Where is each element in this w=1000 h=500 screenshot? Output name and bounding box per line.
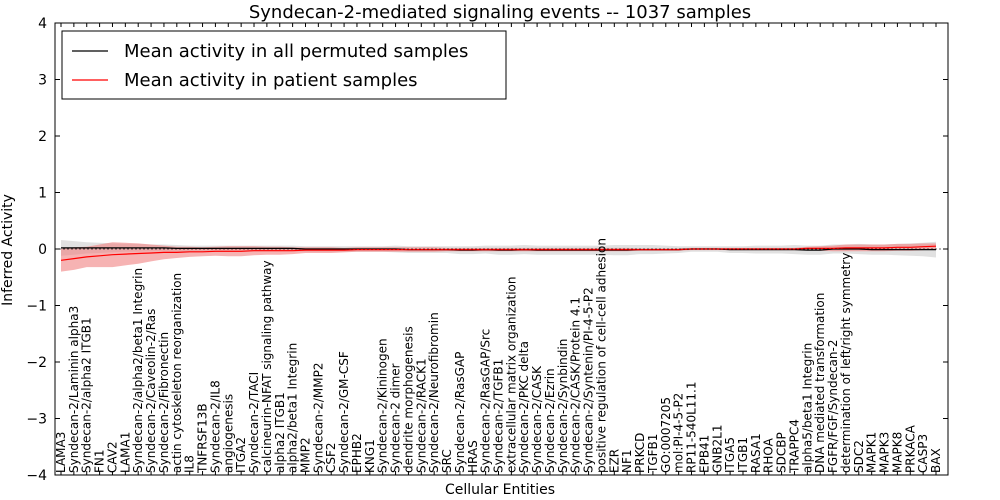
legend-box	[61, 30, 507, 100]
legend: Mean activity in all permuted samples Me…	[61, 30, 507, 100]
x-tick-label: KNG1	[363, 439, 377, 473]
y-tick-label: 1	[38, 186, 47, 202]
y-tick-label: −1	[26, 299, 47, 315]
x-tick-label: FN1	[93, 449, 107, 473]
x-tick-label: Syndecan-2/Ezrin	[543, 368, 557, 473]
y-tick-label: −4	[26, 468, 47, 484]
x-tick-label: LAMA1	[118, 432, 132, 473]
x-tick-label: Syndecan-2/GM-CSF	[337, 351, 351, 473]
x-tick-label: EZR	[607, 449, 621, 473]
x-tick-label: Syndecan-2/CASK/Protein 4.1	[569, 297, 583, 473]
x-tick-label: alpha2/beta1 Integrin	[286, 343, 300, 473]
x-tick-label: alpha2 ITGB1	[273, 392, 287, 473]
x-tick-label: TGFB1	[646, 434, 660, 474]
x-tick-label: SRC	[440, 449, 454, 473]
y-axis-label: Inferred Activity	[0, 194, 16, 306]
x-tick-label: NF1	[620, 449, 634, 473]
x-tick-label: Syndecan-2/Synbindin	[556, 339, 570, 473]
x-tick-label: Syndecan-2/TACI	[247, 372, 261, 473]
series-lines	[55, 245, 948, 261]
y-tick-label: 3	[38, 73, 47, 89]
y-tick-label: 0	[38, 242, 47, 258]
x-tick-label: RP11-540L11.1	[685, 382, 699, 473]
x-tick-label: MAPK3	[878, 432, 892, 473]
x-tick-label: RASA1	[749, 433, 763, 473]
x-tick-label: BAX	[929, 448, 943, 473]
x-tick-label: ITGA2	[234, 437, 248, 473]
x-axis-label: Cellular Entities	[445, 482, 555, 498]
y-tick-label: −2	[26, 355, 47, 371]
x-tick-label: GO:0007205	[659, 397, 673, 473]
legend-label-patient: Mean activity in patient samples	[124, 70, 418, 91]
x-tick-label: Syndecan-2/RACK1	[414, 358, 428, 473]
x-tick-label: CAV2	[106, 441, 120, 473]
series-line-1	[60, 245, 937, 261]
x-tick-label: actin cytoskeleton reorganization	[170, 273, 184, 473]
x-tick-label: TNFRSF13B	[196, 403, 210, 474]
x-tick-label: ITGB1	[736, 437, 750, 473]
x-tick-label: PRKCD	[633, 433, 647, 473]
x-tick-label: Syndecan-2/RasGAP/Src	[479, 329, 493, 473]
y-tick-label: 4	[38, 16, 47, 32]
x-tick-label: MMP2	[299, 437, 313, 473]
x-tick-label: Syndecan-2/Kininogen	[376, 338, 390, 473]
y-tick-label: 2	[38, 129, 47, 145]
x-tick-label: Syndecan-2/Fibronectin	[157, 332, 171, 473]
x-tick-label: Syndecan-2/alpha2/beta1 Integrin	[131, 268, 145, 473]
x-tick-label: RHOA	[762, 437, 776, 473]
chart-title: Syndecan-2-mediated signaling events -- …	[249, 2, 751, 23]
x-tick-label: EPB41	[697, 435, 711, 473]
x-tick-label: Syndecan-2/CASK	[530, 365, 544, 473]
x-tick-label: TRAPPC4	[788, 419, 802, 474]
x-tick-label: MAPK8	[890, 432, 904, 473]
plot-frame	[54, 22, 949, 476]
x-tick-label: Syndecan-2/PKC delta	[517, 341, 531, 473]
x-tick-label: SDC2	[852, 440, 866, 473]
x-tick-label: MAPK1	[865, 432, 879, 473]
x-tick-label: dendrite morphogenesis	[401, 326, 415, 473]
x-tick-label: Syndecan-2/Neurofibromin	[427, 312, 441, 473]
x-tick-label: CSF2	[324, 442, 338, 473]
y-axis-ticks: 4 3 2 1 0 −1 −2 −3 −4	[26, 16, 948, 484]
x-tick-label: alpha5/beta1 Integrin	[800, 343, 814, 473]
x-tick-label: GNB2L1	[710, 425, 724, 473]
x-tick-label: EPHB2	[350, 433, 364, 473]
x-tick-label: FGFR/FGF/Syndecan-2	[826, 340, 840, 473]
x-tick-label: Syndecan-2/IL8	[208, 380, 222, 473]
x-tick-label: Syndecan-2/Caveolin-2/Ras	[144, 309, 158, 473]
y-tick-label: −3	[26, 412, 47, 428]
x-tick-label: ITGA5	[723, 437, 737, 473]
x-tick-label: determination of left/right symmetry	[839, 253, 853, 473]
x-tick-label: SDCBP	[775, 432, 789, 473]
x-tick-label: Syndecan-2/TGFB1	[492, 359, 506, 473]
x-tick-label: extracellular matrix organization	[504, 277, 518, 474]
x-tick-label: calcineurin-NFAT signaling pathway	[260, 260, 274, 473]
x-tick-label: Syndecan-2/Syntenin/PI-4-5-P2	[582, 287, 596, 473]
x-tick-label: Syndecan-2/alpha2 ITGB1	[80, 317, 94, 473]
x-tick-label: positive regulation of cell-cell adhesio…	[594, 238, 608, 473]
x-tick-label: HRAS	[466, 440, 480, 473]
x-tick-label: DNA mediated transformation	[813, 293, 827, 473]
x-tick-label: angiogenesis	[221, 394, 235, 473]
legend-label-permuted: Mean activity in all permuted samples	[124, 41, 468, 62]
x-tick-label: Syndecan-2/MMP2	[311, 363, 325, 473]
x-tick-label: PRKACA	[903, 424, 917, 473]
x-tick-label: Syndecan-2/Laminin alpha3	[67, 306, 81, 473]
x-tick-label: mol:PI-4-5-P2	[672, 393, 686, 473]
x-tick-label: Syndecan-2 dimer	[389, 363, 403, 473]
x-tick-label: IL8	[183, 455, 197, 473]
x-tick-label: Syndecan-2/RasGAP	[453, 352, 467, 473]
x-tick-label: CASP3	[916, 434, 930, 473]
x-tick-label: LAMA3	[54, 432, 68, 473]
